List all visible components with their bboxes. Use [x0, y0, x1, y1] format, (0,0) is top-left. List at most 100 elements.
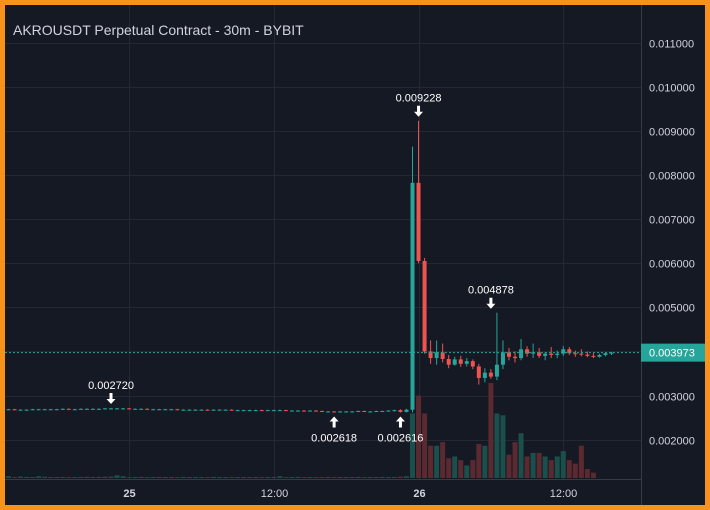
- candle-body: [181, 409, 186, 411]
- candle-body: [193, 409, 198, 411]
- candle-body: [90, 408, 95, 410]
- chart-frame: 0.009228 0.004878 0.002720 0.002618 0.002616…: [5, 5, 705, 505]
- candle-body: [289, 410, 294, 412]
- volume-bar: [554, 456, 560, 478]
- candle-body: [434, 352, 439, 359]
- low-annotation: 0.002618: [311, 416, 357, 444]
- candle-body: [362, 411, 367, 413]
- arrow-down-icon: [414, 105, 424, 117]
- arrow-down-icon: [486, 297, 496, 309]
- volume-bar: [560, 451, 566, 478]
- arrow-up-icon: [329, 416, 339, 428]
- annotation-label: 0.002616: [378, 433, 424, 445]
- candle-body: [36, 409, 41, 411]
- high-annotation: 0.009228: [396, 93, 441, 117]
- candlestick-chart[interactable]: 0.009228 0.004878 0.002720 0.002618 0.002616…: [5, 5, 705, 505]
- candle-body: [585, 354, 590, 356]
- candle-body: [60, 408, 65, 410]
- candle-body: [187, 409, 192, 411]
- volume-bar: [385, 477, 391, 478]
- volume-bar: [542, 456, 548, 478]
- candle-body: [525, 349, 530, 354]
- candle-body: [145, 408, 150, 410]
- volume-bar: [259, 476, 265, 478]
- candle-body: [223, 409, 228, 411]
- candle-body: [271, 410, 276, 412]
- volume-bar: [186, 477, 192, 478]
- candle-body: [513, 356, 518, 359]
- volume-bar: [313, 477, 319, 478]
- volume-bar: [440, 442, 446, 478]
- volume-bar: [391, 477, 397, 478]
- candle-body: [344, 411, 349, 413]
- candle-body: [404, 409, 409, 412]
- candle-body: [506, 352, 511, 357]
- volume-bar: [379, 476, 385, 478]
- volume-bar: [422, 413, 428, 478]
- y-tick-label: 0.002000: [649, 436, 695, 448]
- candle-body: [597, 354, 602, 357]
- candle-body: [54, 409, 59, 411]
- volume-bar: [403, 476, 409, 478]
- volume-bar: [114, 475, 120, 478]
- candle-body: [235, 410, 240, 412]
- candle-body: [253, 410, 258, 412]
- candle-body: [368, 411, 373, 413]
- annotation-label: 0.002618: [311, 432, 357, 444]
- volume-bar: [6, 476, 11, 478]
- candle-body: [30, 409, 35, 411]
- volume-bar: [518, 433, 524, 478]
- candle-body: [380, 411, 385, 413]
- volume-bar: [530, 452, 536, 478]
- candle-body: [537, 352, 542, 356]
- volume-bar: [265, 477, 271, 478]
- candle-body: [211, 409, 216, 411]
- volume-bar: [150, 477, 156, 478]
- y-tick-label: 0.009000: [649, 127, 695, 139]
- candle-body: [265, 410, 270, 412]
- volume-bar: [168, 477, 174, 478]
- candle-body: [175, 409, 180, 411]
- candle-body: [440, 352, 445, 359]
- candle-body: [374, 411, 379, 413]
- volume-bar: [548, 460, 554, 478]
- chart-title: AKROUSDT Perpetual Contract - 30m - BYBI…: [13, 22, 304, 38]
- candle-body: [422, 260, 427, 352]
- candle-body: [109, 408, 114, 410]
- volume-bar: [476, 443, 482, 478]
- candle-body: [603, 353, 608, 355]
- candle-body: [543, 353, 548, 356]
- volume-bar: [464, 465, 470, 478]
- volume-bar: [18, 476, 24, 478]
- volume-bar: [434, 445, 440, 478]
- volume-bar: [235, 477, 241, 478]
- candle-body: [567, 349, 572, 354]
- volume-bar: [524, 456, 530, 478]
- candle-body: [12, 409, 17, 411]
- candle-body: [84, 408, 89, 410]
- volume-bar: [482, 445, 488, 478]
- volume-bar: [156, 476, 162, 478]
- candle-body: [6, 409, 11, 411]
- volume-bar: [84, 476, 90, 478]
- volume-bar: [198, 477, 204, 478]
- candle-body: [350, 411, 355, 413]
- candle-body: [591, 355, 596, 357]
- volume-bar: [536, 452, 542, 478]
- volume-bar: [144, 477, 150, 478]
- volume-bar: [343, 477, 349, 478]
- candle-body: [410, 182, 415, 410]
- candle-body: [24, 409, 29, 411]
- volume-bar: [361, 477, 367, 478]
- y-tick-label: 0.011000: [649, 39, 694, 51]
- candle-body: [169, 409, 174, 411]
- volume-bars: [6, 383, 596, 478]
- candle-body: [133, 408, 138, 410]
- candle-body: [446, 358, 451, 365]
- volume-bar: [241, 477, 247, 478]
- volume-bar: [566, 460, 572, 478]
- x-tick-label: 25: [123, 488, 135, 500]
- candle-body: [241, 410, 246, 412]
- volume-bar: [253, 477, 259, 478]
- volume-bar: [96, 476, 102, 478]
